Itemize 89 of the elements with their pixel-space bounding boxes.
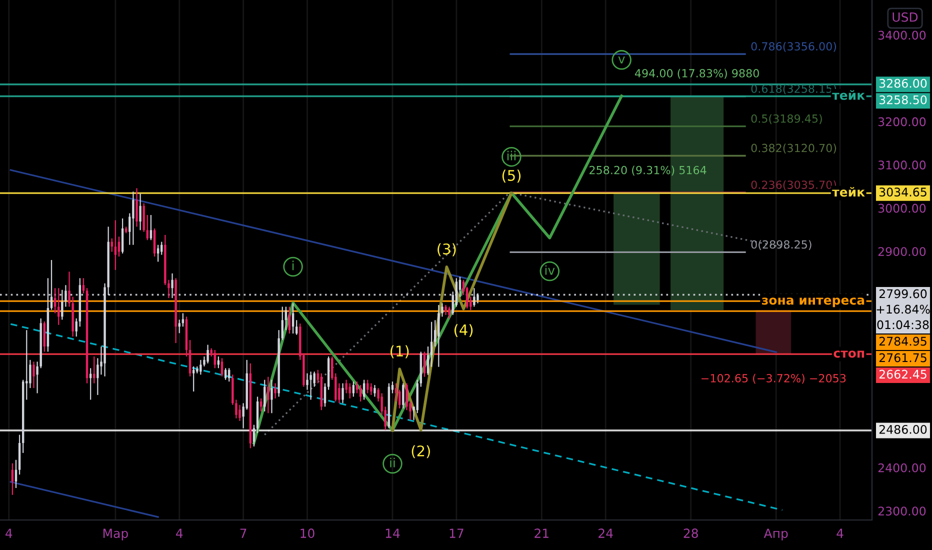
candlestick — [118, 236, 120, 258]
candlestick — [423, 351, 426, 378]
x-tick-label: Апр — [764, 528, 788, 540]
x-tick-label: 21 — [534, 528, 548, 538]
candlestick — [200, 359, 202, 376]
candlestick — [284, 306, 288, 331]
annotation: ii — [390, 458, 395, 468]
y-tick-label: 2900.00 — [878, 247, 926, 256]
candlestick — [29, 359, 32, 389]
candlestick — [310, 371, 312, 400]
candlestick — [345, 379, 348, 394]
candlestick — [43, 320, 46, 352]
y-tick-label: 2799.60 — [879, 289, 927, 298]
candlestick — [121, 218, 124, 254]
data-label: 494.00 (17.83%) 9880 — [634, 68, 759, 79]
text: 01:04:38 — [877, 320, 929, 330]
candlestick — [206, 344, 209, 364]
candlestick — [270, 379, 273, 414]
x-tick-label: 17 — [450, 528, 464, 538]
series-label: 0.786(3356.00) — [751, 42, 836, 52]
candlestick — [448, 306, 450, 319]
candlestick — [160, 241, 163, 256]
y-tick-label: 3400.00 — [878, 30, 926, 40]
candlestick — [444, 304, 447, 316]
candlestick — [398, 389, 401, 409]
ref-line-label: зона интереса — [762, 298, 864, 308]
x-tick-label: 4 — [6, 528, 12, 538]
y-tick-label: 2486.00 — [879, 424, 927, 434]
annotation: i — [292, 260, 294, 270]
candlestick — [32, 361, 35, 389]
candlestick — [153, 228, 156, 258]
x-tick-label: 24 — [598, 528, 613, 538]
candlestick — [146, 214, 149, 241]
candlestick — [402, 382, 404, 409]
candlestick — [281, 306, 284, 341]
text: +16.84% — [876, 304, 930, 314]
annotation: (2) — [412, 445, 430, 458]
data-label: 258.20 (9.31%) 5164 — [590, 166, 706, 176]
candlestick — [342, 382, 344, 404]
y-tick-label: 3100.00 — [878, 160, 926, 170]
text: 2784.95 — [879, 336, 926, 346]
y-tick-label: 3034.65 — [879, 188, 926, 197]
candlestick — [292, 302, 294, 334]
candlestick — [267, 376, 270, 414]
y-axis-title: USD — [892, 12, 918, 22]
x-tick-label: 28 — [684, 528, 698, 538]
candlestick — [366, 379, 369, 394]
x-tick-label: 10 — [300, 528, 314, 538]
y-tick-label: 3200.00 — [878, 117, 926, 126]
candlestick — [356, 381, 358, 394]
x-tick-label: 14 — [386, 528, 400, 538]
x-tick-label: 4 — [176, 528, 183, 538]
candlestick — [188, 339, 192, 377]
candlestick — [288, 306, 291, 334]
y-tick-label: 3286.00 — [879, 78, 927, 88]
text: 2761.75 — [879, 353, 926, 362]
annotation: (3) — [438, 243, 456, 256]
series-label: 0.5(3189.45) — [751, 114, 822, 124]
candlestick — [374, 384, 376, 398]
x-tick-label: Мар — [103, 528, 128, 540]
candlestick — [426, 346, 430, 376]
candlestick — [114, 220, 117, 271]
y-tick-label: 3258.50 — [879, 95, 927, 104]
x-tick-label: 4 — [836, 528, 844, 538]
text: 2662.45 — [879, 370, 926, 379]
candlestick — [58, 288, 60, 326]
x-tick-label: 7 — [240, 528, 246, 538]
candlestick — [295, 320, 298, 336]
annotation: (4) — [454, 324, 473, 338]
candlestick — [438, 304, 440, 368]
candlestick — [136, 188, 138, 228]
y-tick-label: 2300.00 — [878, 506, 926, 516]
candlestick — [132, 191, 134, 246]
candlestick — [192, 366, 195, 392]
candlestick — [220, 358, 224, 377]
candlestick — [178, 319, 180, 334]
candlestick — [370, 382, 372, 396]
annotation: iv — [545, 265, 555, 275]
candlestick — [139, 192, 142, 231]
data-label: −102.65 (−3.72%) −2053 — [702, 374, 846, 384]
annotation: v — [618, 56, 625, 64]
candlestick — [274, 382, 276, 399]
y-tick-label: 3000.00 — [878, 204, 926, 213]
candlestick — [150, 214, 152, 241]
candlestick — [75, 318, 78, 338]
annotation: (5) — [502, 170, 521, 183]
series-label: 0.382(3120.70) — [751, 144, 836, 154]
ref-line-label: стоп — [834, 350, 864, 358]
y-tick-label: 2400.00 — [878, 463, 926, 472]
